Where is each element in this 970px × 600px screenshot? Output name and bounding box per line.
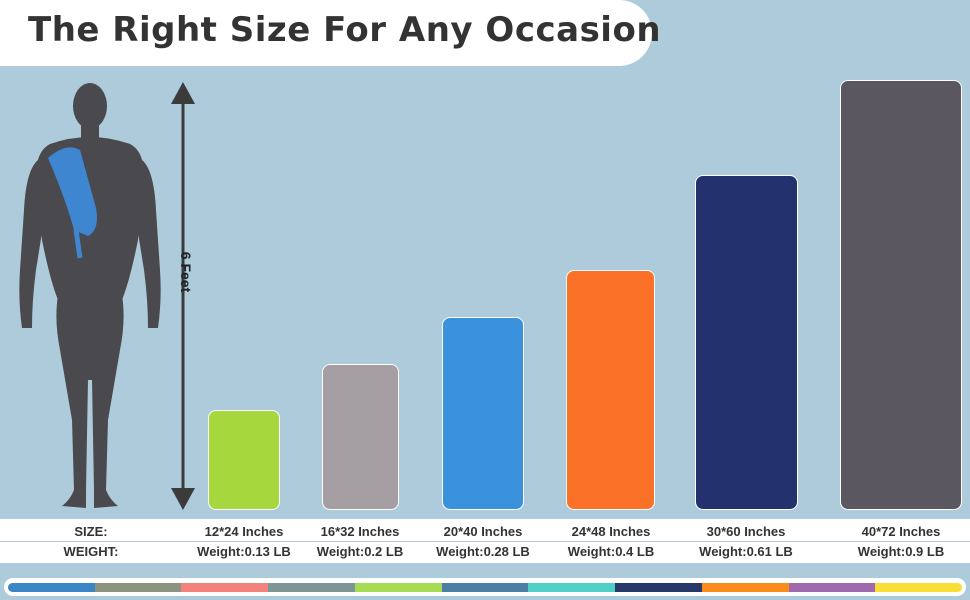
weight-cell: Weight:0.4 LB bbox=[567, 544, 655, 559]
towel-bar bbox=[840, 80, 962, 510]
size-cell: 16*32 Inches bbox=[320, 524, 400, 539]
weight-cell: Weight:0.9 LB bbox=[857, 544, 945, 559]
color-palette-strip bbox=[8, 583, 962, 592]
palette-swatch bbox=[875, 583, 962, 592]
height-label: 6 Feet bbox=[178, 251, 194, 293]
palette-swatch bbox=[701, 583, 789, 592]
towel-bar bbox=[695, 175, 798, 510]
title-banner bbox=[0, 0, 652, 66]
palette-swatch bbox=[528, 583, 616, 592]
towel-bar bbox=[322, 364, 399, 510]
weight-cell: Weight:0.13 LB bbox=[197, 544, 291, 559]
height-arrow-icon bbox=[171, 82, 195, 510]
size-cell: 20*40 Inches bbox=[443, 524, 523, 539]
page-title: The Right Size For Any Occasion bbox=[28, 10, 662, 50]
towel-bar bbox=[442, 317, 524, 510]
size-cell: 30*60 Inches bbox=[706, 524, 786, 539]
weight-cell: Weight:0.61 LB bbox=[699, 544, 793, 559]
size-cell: 40*72 Inches bbox=[861, 524, 941, 539]
weight-cell: Weight:0.28 LB bbox=[436, 544, 530, 559]
weight-cell: Weight:0.2 LB bbox=[316, 544, 404, 559]
weight-row-label: WEIGHT: bbox=[63, 544, 119, 559]
table-divider bbox=[0, 541, 970, 542]
palette-swatch bbox=[8, 583, 95, 592]
size-row-label: SIZE: bbox=[74, 524, 108, 539]
palette-swatch bbox=[354, 583, 442, 592]
towel-bar bbox=[566, 270, 655, 510]
palette-swatch bbox=[181, 583, 269, 592]
size-cell: 24*48 Inches bbox=[571, 524, 651, 539]
towel-bar bbox=[208, 410, 280, 510]
human-silhouette-icon bbox=[19, 83, 161, 508]
palette-swatch bbox=[268, 583, 355, 592]
size-cell: 12*24 Inches bbox=[204, 524, 284, 539]
palette-swatch bbox=[94, 583, 182, 592]
palette-swatch bbox=[441, 583, 529, 592]
palette-swatch bbox=[788, 583, 876, 592]
palette-swatch bbox=[615, 583, 702, 592]
